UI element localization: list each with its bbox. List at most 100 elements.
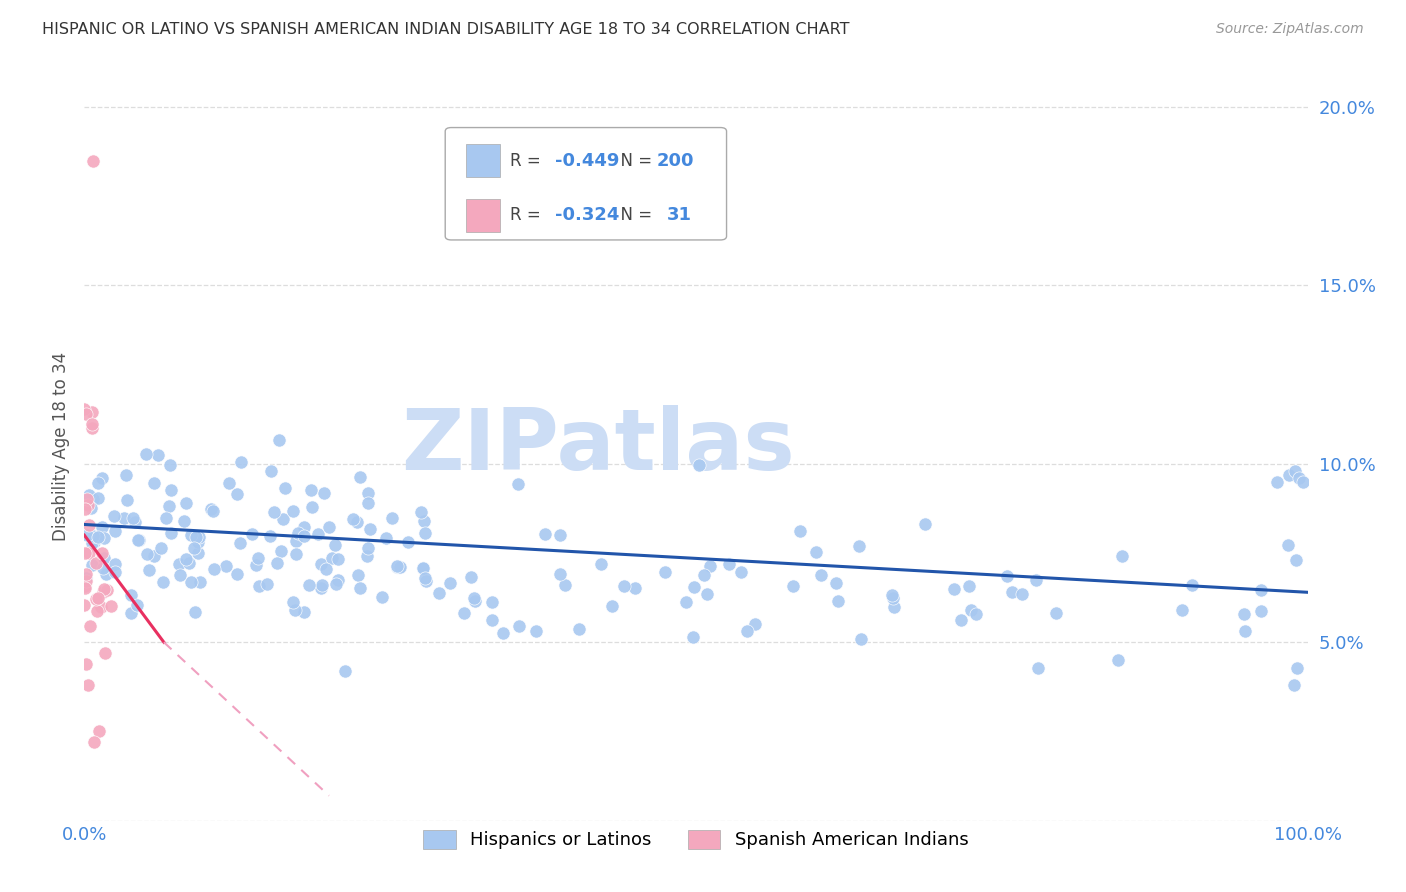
Point xyxy=(882,591,904,606)
Point xyxy=(481,613,503,627)
Point xyxy=(1045,606,1067,620)
Point xyxy=(73,598,96,612)
Point xyxy=(292,520,315,534)
Text: Source: ZipAtlas.com: Source: ZipAtlas.com xyxy=(1216,22,1364,37)
Point xyxy=(112,510,135,524)
Point xyxy=(76,678,98,692)
Point xyxy=(146,449,169,463)
Point xyxy=(347,568,370,582)
Point xyxy=(75,657,97,672)
Point xyxy=(381,511,404,525)
Point xyxy=(1181,578,1204,592)
Point xyxy=(96,566,118,581)
Point xyxy=(226,486,249,500)
Point xyxy=(297,578,319,592)
Point xyxy=(82,558,104,573)
Point xyxy=(413,571,436,585)
Point xyxy=(155,511,177,525)
Point xyxy=(75,546,97,560)
Point xyxy=(315,562,337,576)
Point xyxy=(693,567,716,582)
Point xyxy=(299,483,322,497)
Point xyxy=(160,525,183,540)
Point xyxy=(427,586,450,600)
Point xyxy=(142,549,165,563)
Point xyxy=(675,594,697,608)
Point xyxy=(307,527,329,541)
Point xyxy=(325,538,347,552)
Point xyxy=(699,558,721,573)
Point xyxy=(247,579,270,593)
Point xyxy=(122,511,145,525)
Point xyxy=(187,546,209,560)
Point xyxy=(914,517,936,532)
Point xyxy=(246,550,269,565)
Point xyxy=(135,447,157,461)
Point xyxy=(949,613,972,627)
Point xyxy=(318,520,340,534)
Point xyxy=(682,630,704,644)
Point xyxy=(143,476,166,491)
Point xyxy=(412,561,434,575)
Point xyxy=(135,547,157,561)
Point xyxy=(91,546,114,560)
Point xyxy=(86,603,108,617)
Point xyxy=(104,557,127,571)
Point xyxy=(260,465,283,479)
Point xyxy=(413,526,436,541)
Text: -0.324: -0.324 xyxy=(555,206,620,224)
Point xyxy=(263,505,285,519)
Point xyxy=(508,618,530,632)
Point xyxy=(229,455,252,469)
Point xyxy=(309,581,332,595)
Point xyxy=(82,417,104,431)
Point xyxy=(292,529,315,543)
Point xyxy=(882,588,904,602)
Text: R =: R = xyxy=(510,152,546,169)
Point xyxy=(1234,624,1257,639)
Point xyxy=(82,405,104,419)
Point xyxy=(77,518,100,533)
Point xyxy=(271,512,294,526)
Point xyxy=(357,495,380,509)
Point xyxy=(388,560,411,574)
Point xyxy=(342,512,364,526)
Point xyxy=(1011,587,1033,601)
FancyBboxPatch shape xyxy=(446,128,727,240)
Point xyxy=(744,616,766,631)
Point xyxy=(810,568,832,582)
Point xyxy=(349,470,371,484)
Point xyxy=(157,499,180,513)
Point xyxy=(415,574,437,589)
Text: N =: N = xyxy=(610,206,658,224)
Point xyxy=(481,595,503,609)
Point xyxy=(218,475,240,490)
Point xyxy=(357,486,380,500)
Point xyxy=(128,533,150,548)
Point xyxy=(90,471,112,485)
Point xyxy=(1285,660,1308,674)
Point xyxy=(96,583,118,598)
Point xyxy=(827,594,849,608)
Point xyxy=(174,551,197,566)
Point xyxy=(100,599,122,613)
Point xyxy=(548,566,571,581)
Point xyxy=(84,556,107,570)
Point xyxy=(325,577,347,591)
Point xyxy=(624,581,647,595)
Legend: Hispanics or Latinos, Spanish American Indians: Hispanics or Latinos, Spanish American I… xyxy=(416,822,976,856)
Point xyxy=(82,153,104,168)
Point xyxy=(103,509,125,524)
Point xyxy=(202,561,225,575)
Point xyxy=(463,591,485,606)
Text: N =: N = xyxy=(610,152,658,169)
Point xyxy=(568,622,591,636)
Point xyxy=(453,606,475,620)
Point xyxy=(75,574,97,588)
Point xyxy=(806,545,828,559)
Point xyxy=(73,575,96,590)
Point xyxy=(73,501,96,516)
Point xyxy=(321,551,343,566)
Point xyxy=(371,590,394,604)
Point xyxy=(229,536,252,550)
